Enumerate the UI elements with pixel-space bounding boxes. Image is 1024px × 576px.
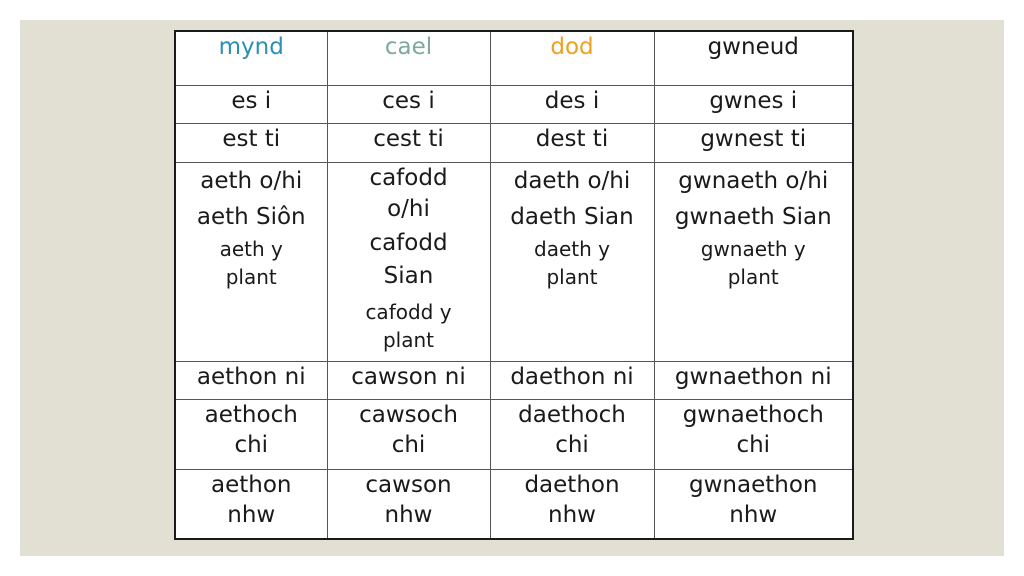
header-dod: dod	[489, 30, 655, 86]
cell-line: aethoch	[204, 401, 298, 428]
cell-line: daethon	[524, 471, 620, 498]
table-row-i: es i ces i des i gwnes i	[174, 84, 854, 124]
cell-gwnest-ti: gwnest ti	[653, 122, 854, 163]
cell-line: Sian	[383, 262, 434, 289]
cell-line: gwnaeth o/hi	[678, 167, 829, 194]
cell-line: plant	[727, 264, 779, 289]
cell-est-ti: est ti	[174, 122, 328, 163]
header-mynd: mynd	[174, 30, 328, 86]
cell-line: cafodd	[369, 229, 448, 256]
table-row-chi: aethoch chi cawsoch chi daethoch chi gwn…	[174, 398, 854, 470]
cell-line: chi	[736, 431, 771, 458]
table-row-third-person: aeth o/hi aeth Siôn aeth y plant cafodd …	[174, 161, 854, 362]
cell-line: chi	[391, 431, 426, 458]
cell-line: daeth y	[534, 236, 610, 261]
cell-line: nhw	[729, 501, 778, 528]
cell-line: gwnaeth y	[700, 236, 806, 261]
cell-line: aeth y	[219, 236, 283, 261]
cell-line: aethon	[211, 471, 292, 498]
verb-conjugation-table: mynd cael dod gwneud es i ces i des i gw…	[174, 30, 854, 540]
cell-daethon-nhw: daethon nhw	[489, 468, 655, 540]
table-row-ni: aethon ni cawson ni daethon ni gwnaethon…	[174, 360, 854, 400]
cell-cawson-ni: cawson ni	[326, 360, 491, 400]
cell-line: cawsoch	[359, 401, 458, 428]
cell-es-i: es i	[174, 84, 328, 124]
cell-cael-third-person: cafodd o/hi cafodd Sian cafodd y plant	[326, 161, 491, 362]
cell-aethon-ni: aethon ni	[174, 360, 328, 400]
cell-dest-ti: dest ti	[489, 122, 655, 163]
cell-line: daeth o/hi	[513, 167, 631, 194]
cell-gwnaethon-ni: gwnaethon ni	[653, 360, 854, 400]
cell-ces-i: ces i	[326, 84, 491, 124]
table-row-nhw: aethon nhw cawson nhw daethon nhw gwnaet…	[174, 468, 854, 540]
cell-line: cafodd y	[365, 299, 452, 324]
cell-line: aeth Siôn	[196, 203, 306, 230]
cell-line: chi	[234, 431, 269, 458]
cell-line: plant	[546, 264, 598, 289]
header-cael: cael	[326, 30, 491, 86]
cell-line: aeth o/hi	[200, 167, 303, 194]
cell-line: daeth Sian	[510, 203, 634, 230]
header-gwneud: gwneud	[653, 30, 854, 86]
cell-gwnes-i: gwnes i	[653, 84, 854, 124]
cell-mynd-third-person: aeth o/hi aeth Siôn aeth y plant	[174, 161, 328, 362]
cell-line: nhw	[384, 501, 433, 528]
cell-gwneud-third-person: gwnaeth o/hi gwnaeth Sian gwnaeth y plan…	[653, 161, 854, 362]
cell-line: plant	[225, 264, 277, 289]
cell-line: gwnaeth Sian	[674, 203, 832, 230]
cell-line: daethoch	[518, 401, 626, 428]
header-row: mynd cael dod gwneud	[174, 30, 854, 86]
cell-line: plant	[382, 327, 435, 352]
cell-dod-third-person: daeth o/hi daeth Sian daeth y plant	[489, 161, 655, 362]
table-row-ti: est ti cest ti dest ti gwnest ti	[174, 122, 854, 163]
cell-line: gwnaethoch	[682, 401, 824, 428]
cell-line: gwnaethon	[689, 471, 818, 498]
cell-des-i: des i	[489, 84, 655, 124]
cell-aethon-nhw: aethon nhw	[174, 468, 328, 540]
cell-cawson-nhw: cawson nhw	[326, 468, 491, 540]
cell-line: chi	[555, 431, 589, 458]
cell-gwnaethon-nhw: gwnaethon nhw	[653, 468, 854, 540]
cell-line: cawson	[365, 471, 452, 498]
cell-line: o/hi	[387, 195, 430, 222]
cell-daethon-ni: daethon ni	[489, 360, 655, 400]
cell-aethoch-chi: aethoch chi	[174, 398, 328, 470]
cell-line: cafodd	[369, 164, 448, 191]
cell-gwnaethoch-chi: gwnaethoch chi	[653, 398, 854, 470]
cell-line: nhw	[227, 501, 276, 528]
cell-cest-ti: cest ti	[326, 122, 491, 163]
cell-daethoch-chi: daethoch chi	[489, 398, 655, 470]
cell-line: nhw	[548, 501, 596, 528]
cell-cawsoch-chi: cawsoch chi	[326, 398, 491, 470]
